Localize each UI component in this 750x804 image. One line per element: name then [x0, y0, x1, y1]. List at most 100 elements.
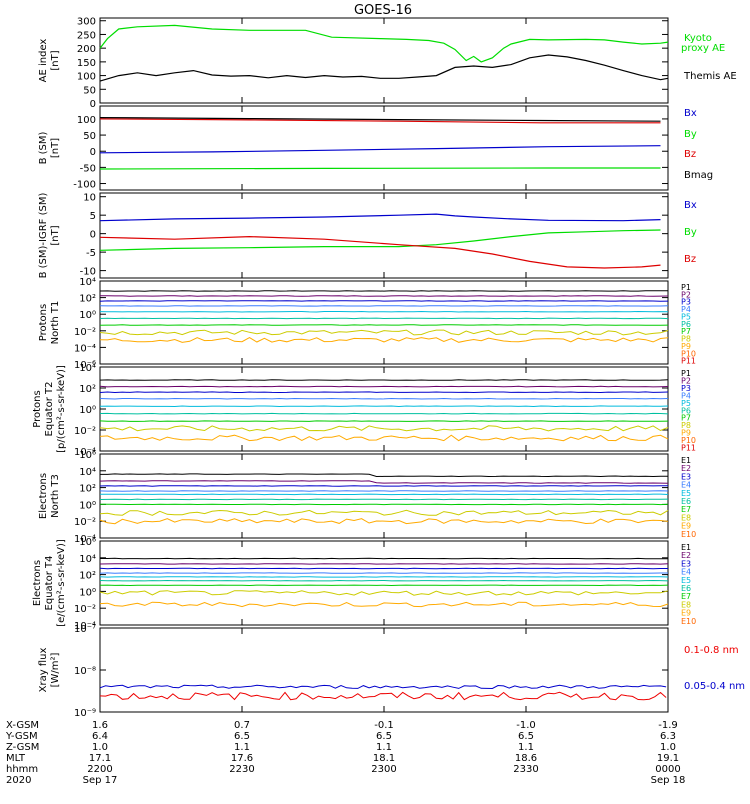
axis-row-value: 1.1	[376, 742, 392, 753]
channel-line-P4	[100, 399, 668, 400]
axis-row-value: 1.0	[660, 742, 676, 753]
y-tick-label: -5	[86, 248, 96, 259]
y-tick-label: 10⁻⁴	[74, 343, 96, 354]
channel-line-P3	[100, 301, 668, 302]
channel-line-E8	[100, 510, 668, 515]
y-tick-label: 10²	[79, 384, 96, 395]
channel-line-P9	[100, 435, 668, 441]
y-tick-label: 10	[83, 193, 96, 204]
legend-bigrf-bz: Bz	[684, 254, 696, 265]
y-tick-label: 250	[77, 30, 96, 41]
channel-line-P5	[100, 312, 668, 313]
axis-row-value: Sep 18	[651, 775, 686, 786]
xray-line-0	[100, 692, 666, 699]
channel-line-P3	[100, 392, 668, 393]
y-tick-label: 10⁻⁷	[74, 624, 96, 635]
axis-row-label: Z-GSM	[6, 742, 39, 753]
legend-P11: P11	[681, 444, 696, 453]
legend-b-bmag: Bmag	[684, 170, 713, 181]
axis-row-value: 18.1	[373, 753, 395, 764]
axis-row-value: 6.4	[92, 731, 108, 742]
legend-bigrf-bx: Bx	[684, 200, 697, 211]
y-axis-label: [e/(cm²-s-sr-keV)]	[56, 539, 67, 627]
channel-line-E4	[100, 573, 668, 574]
channel-line-E2	[100, 481, 668, 484]
y-axis-label: [nT]	[50, 225, 61, 245]
axis-row-value: 6.5	[518, 731, 534, 742]
axis-row-value: 1.1	[234, 742, 250, 753]
axis-row-value: -1.9	[658, 720, 678, 731]
legend-b-bz: Bz	[684, 149, 696, 160]
legend-P11: P11	[681, 357, 696, 366]
y-tick-label: 10⁴	[79, 554, 96, 565]
y-tick-label: 10⁰	[79, 310, 96, 321]
channel-line-E8	[100, 591, 668, 596]
channel-line-P2	[100, 386, 668, 387]
y-tick-label: 50	[83, 131, 96, 142]
panel-frame-electrons_t4	[100, 541, 668, 625]
axis-row-value: 2330	[513, 764, 538, 775]
y-tick-label: 10⁴	[79, 467, 96, 478]
axis-row-value: 2300	[371, 764, 396, 775]
axis-row-value: 6.5	[234, 731, 250, 742]
axis-row-value: 6.5	[376, 731, 392, 742]
y-axis-label: North T1	[50, 301, 61, 345]
channel-line-E6	[100, 499, 668, 500]
channel-line-P1	[100, 380, 668, 381]
series-line-by	[100, 230, 661, 250]
y-axis-label: Equator T2	[44, 382, 55, 437]
channel-line-P7	[100, 421, 668, 422]
y-axis-label: [p/(cm²-s-sr-keV)]	[56, 365, 67, 453]
y-tick-label: 100	[77, 72, 96, 83]
series-line-kyoto	[100, 25, 668, 62]
y-axis-label: Equator T4	[44, 556, 55, 611]
axis-row-value: 6.3	[660, 731, 676, 742]
y-tick-label: 200	[77, 44, 96, 55]
y-tick-label: 5	[90, 211, 96, 222]
y-axis-label: B (SM)-IGRF (SM)	[38, 193, 49, 279]
y-tick-label: 10²	[79, 571, 96, 582]
y-tick-label: 100	[77, 115, 96, 126]
y-tick-label: 300	[77, 17, 96, 28]
y-tick-label: 0	[90, 99, 96, 110]
y-tick-label: 0	[90, 230, 96, 241]
series-line-themis-ae	[100, 55, 668, 81]
y-tick-label: -50	[80, 163, 96, 174]
y-tick-label: 0	[90, 147, 96, 158]
panel-frame-electrons_t3	[100, 454, 668, 538]
y-axis-label: [W/m²]	[50, 652, 61, 687]
y-tick-label: 10⁶	[79, 450, 96, 461]
y-axis-label: Electrons	[38, 473, 49, 519]
channel-line-P9	[100, 338, 668, 343]
channel-line-E9	[100, 519, 668, 524]
y-tick-label: -10	[80, 267, 96, 278]
axis-row-value: Sep 17	[83, 775, 118, 786]
y-axis-label: Protons	[38, 304, 49, 341]
axis-row-value: 1.0	[92, 742, 108, 753]
y-tick-label: 10⁴	[79, 363, 96, 374]
axis-row-value: 2230	[229, 764, 254, 775]
axis-row-label: Y-GSM	[5, 731, 38, 742]
y-axis-label: Electrons	[32, 560, 43, 606]
y-axis-label: Xray flux	[38, 648, 49, 693]
plot-title: GOES-16	[354, 3, 412, 18]
axis-row-label: hhmm	[6, 764, 38, 775]
axis-row-value: 2200	[87, 764, 112, 775]
channel-line-P8	[100, 330, 668, 335]
xray-line-1	[100, 685, 666, 688]
y-axis-label: North T3	[50, 474, 61, 518]
y-tick-label: 10⁻²	[74, 604, 96, 615]
axis-row-value: -0.1	[374, 720, 394, 731]
series-line-by	[100, 168, 661, 169]
axis-row-value: 1.6	[92, 720, 108, 731]
legend-b-by: By	[684, 129, 697, 140]
channel-line-P7	[100, 325, 668, 326]
y-tick-label: 10⁻²	[74, 327, 96, 338]
y-tick-label: 10⁻⁹	[74, 708, 96, 719]
channel-line-E3	[100, 486, 668, 487]
channel-line-E5	[100, 494, 668, 495]
y-axis-label: AE index	[38, 39, 49, 83]
axis-row-value: 0.7	[234, 720, 250, 731]
